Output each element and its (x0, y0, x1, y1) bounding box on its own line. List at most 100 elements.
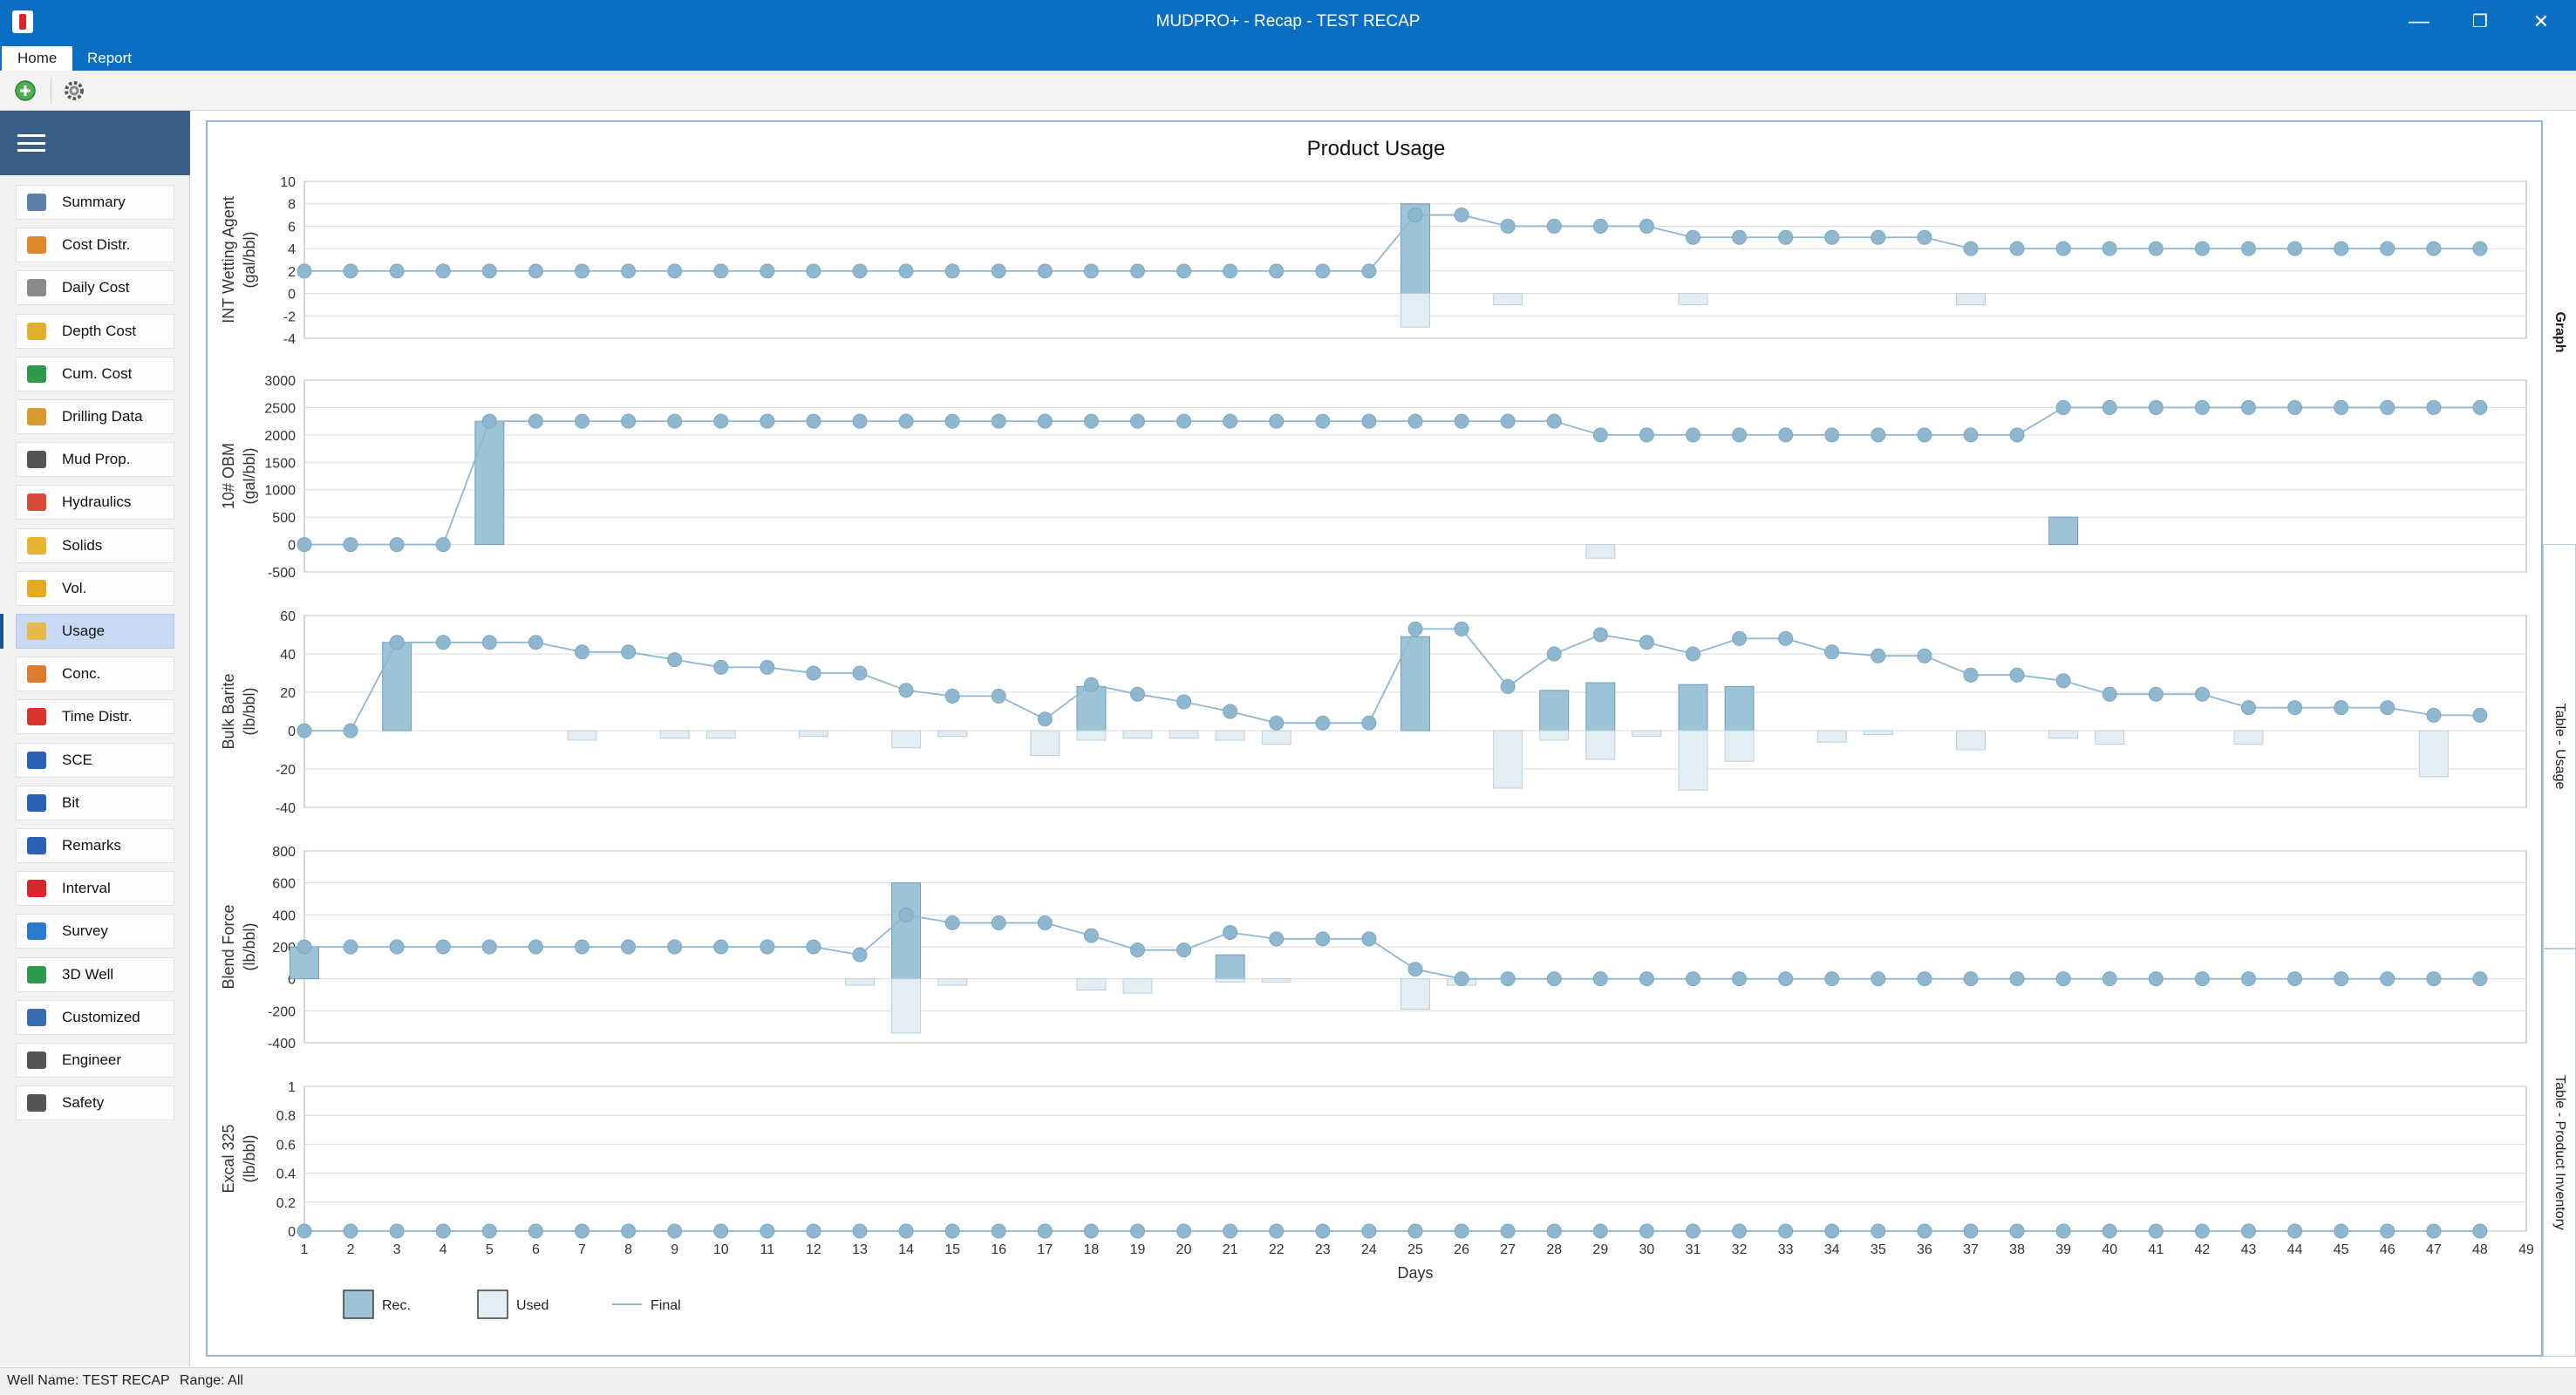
tab-table-usage[interactable]: Table - Usage (2543, 544, 2576, 949)
used-bar (2095, 730, 2125, 745)
final-point (389, 263, 405, 279)
sidebar-item-survey[interactable]: Survey (16, 914, 174, 949)
sidebar-item-depth-cost[interactable]: Depth Cost (16, 313, 174, 349)
status-well-name: Well Name: TEST RECAP (7, 1373, 170, 1388)
final-point (1686, 971, 1700, 987)
person-icon (27, 1051, 46, 1069)
sidebar-item-bit[interactable]: Bit (16, 785, 174, 820)
final-point (760, 263, 775, 279)
y-tick-label: 0.6 (276, 1138, 296, 1153)
sidebar-item-safety[interactable]: Safety (16, 1085, 174, 1121)
sidebar-item-solids[interactable]: Solids (16, 527, 174, 563)
x-tick-label: 40 (2102, 1242, 2117, 1257)
sidebar-item-vol[interactable]: Vol. (16, 570, 174, 606)
final-point (1963, 241, 1979, 256)
final-point (1500, 413, 1516, 429)
sidebar-item-cum-cost[interactable]: Cum. Cost (16, 356, 174, 391)
close-button[interactable]: ✕ (2532, 10, 2550, 32)
x-tick-label: 16 (991, 1242, 1006, 1257)
final-point (1407, 621, 1423, 636)
x-tick-label: 35 (1871, 1242, 1886, 1257)
final-line (304, 406, 2480, 546)
settings-button[interactable] (61, 78, 87, 104)
final-point (1732, 630, 1748, 646)
final-point (2334, 971, 2349, 987)
sidebar-item-hydraulics[interactable]: Hydraulics (16, 485, 174, 521)
final-point (1500, 1223, 1516, 1239)
used-bar (891, 978, 922, 1034)
final-point (2102, 241, 2117, 256)
final-point (1686, 646, 1700, 662)
sidebar-item-interval[interactable]: Interval (16, 871, 174, 907)
final-point (2426, 707, 2442, 723)
final-point (435, 1223, 451, 1239)
x-tick-label: 26 (1454, 1242, 1469, 1257)
final-point (806, 665, 821, 681)
used-bar (659, 730, 690, 739)
y-tick-label: 60 (280, 609, 296, 624)
sidebar-item-3d-well[interactable]: 3D Well (16, 956, 174, 992)
final-point (1083, 928, 1099, 943)
active-indicator (0, 614, 3, 649)
y-tick-label: 0 (288, 1225, 296, 1240)
final-point (1361, 263, 1377, 279)
restore-button[interactable]: ❐ (2472, 12, 2488, 31)
sidebar-item-usage[interactable]: Usage (16, 614, 174, 649)
sidebar-item-summary[interactable]: Summary (16, 185, 174, 220)
final-point (435, 635, 451, 650)
received-bar (1539, 690, 1570, 732)
sidebar-item-engineer[interactable]: Engineer (16, 1043, 174, 1078)
final-point (944, 1223, 960, 1239)
hamburger-menu-icon[interactable] (17, 134, 45, 152)
final-point (1037, 1223, 1053, 1239)
x-tick-label: 20 (1176, 1242, 1192, 1257)
x-tick-label: 22 (1269, 1242, 1285, 1257)
final-point (1130, 1223, 1145, 1239)
final-point (1639, 635, 1654, 650)
tab-report[interactable]: Report (87, 50, 133, 66)
tab-graph[interactable]: Graph (2543, 120, 2576, 544)
final-point (575, 644, 589, 660)
received-bar (2048, 516, 2079, 546)
y-tick-label: 20 (280, 686, 296, 701)
sidebar-item-daily-cost[interactable]: Daily Cost (16, 270, 174, 306)
add-icon (15, 80, 36, 101)
final-point (1824, 229, 1840, 245)
add-button[interactable] (12, 78, 38, 104)
chart-title: Product Usage (1307, 137, 1446, 160)
used-bar (1122, 730, 1153, 739)
used-bar (1956, 293, 1986, 305)
final-point (1223, 1223, 1238, 1239)
tab-table-product-inventory-label: Table - Product Inventory (2552, 1075, 2567, 1230)
sidebar-item-cost-distr[interactable]: Cost Distr. (16, 228, 174, 263)
final-point (2102, 686, 2117, 702)
tab-table-product-inventory[interactable]: Table - Product Inventory (2543, 949, 2576, 1357)
sidebar-item-mud-prop[interactable]: Mud Prop. (16, 442, 174, 478)
final-point (343, 939, 358, 955)
final-point (760, 1223, 775, 1239)
final-point (2334, 241, 2349, 256)
final-point (2472, 1223, 2488, 1239)
y-tick-label: -4 (283, 332, 296, 347)
minimize-button[interactable]: — (2409, 10, 2429, 33)
grid-icon (27, 751, 46, 769)
ribbon-tabs: Home Report (0, 44, 2576, 71)
final-point (1083, 413, 1099, 429)
final-point (1083, 263, 1099, 279)
final-point (2055, 673, 2071, 689)
final-point (296, 537, 312, 553)
x-tick-label: 3 (393, 1242, 401, 1257)
final-point (2287, 1223, 2303, 1239)
final-point (2472, 241, 2488, 256)
sidebar-item-remarks[interactable]: Remarks (16, 828, 174, 863)
final-point (2009, 667, 2025, 683)
tab-home[interactable]: Home (2, 46, 73, 71)
y-tick-label: 1500 (264, 456, 296, 471)
sidebar-item-conc[interactable]: Conc. (16, 657, 174, 692)
y-axis-label: 10# OBM (220, 443, 237, 509)
sidebar-item-customized[interactable]: Customized (16, 999, 174, 1035)
sidebar-item-sce[interactable]: SCE (16, 742, 174, 778)
used-bar (1493, 730, 1523, 789)
sidebar-item-drilling-data[interactable]: Drilling Data (16, 399, 174, 434)
sidebar-item-time-distr[interactable]: Time Distr. (16, 699, 174, 735)
